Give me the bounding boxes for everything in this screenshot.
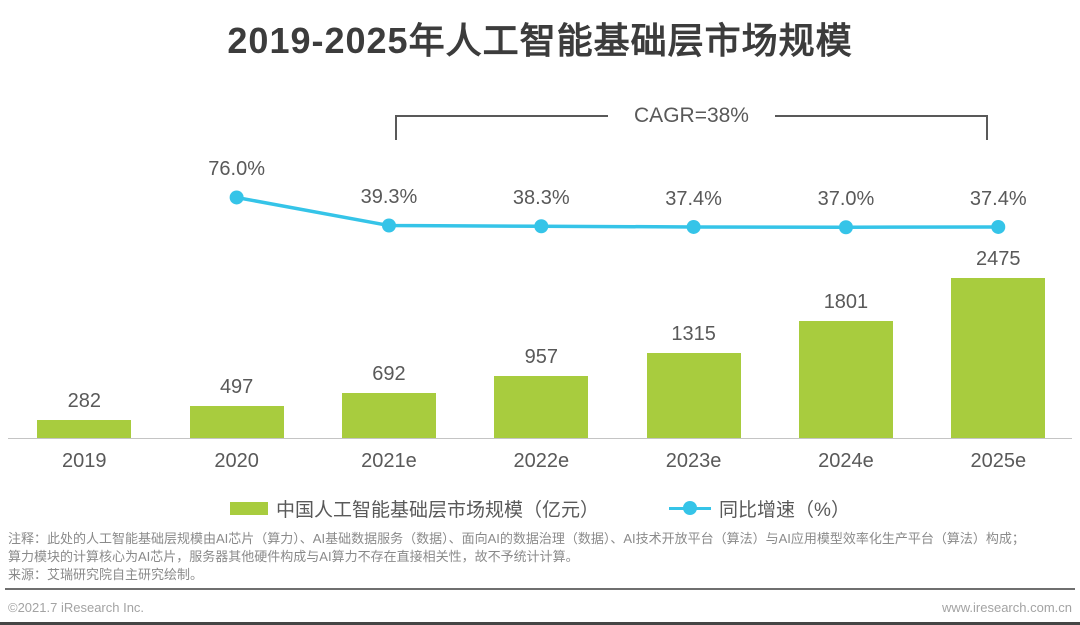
x-axis-label: 2023e — [665, 450, 722, 472]
x-axis-label: 2022e — [513, 450, 570, 472]
cagr-bracket: CAGR=38% — [395, 105, 988, 141]
legend-item-bar: 中国人工智能基础层市场规模（亿元） — [230, 495, 599, 522]
legend-line-label: 同比增速（%） — [719, 499, 850, 521]
notes: 注释：此处的人工智能基础层规模由AI芯片（算力）、AI基础数据服务（数据）、面向… — [8, 530, 1072, 584]
bar-2022e — [494, 375, 589, 438]
note-line-1: 注释：此处的人工智能基础层规模由AI芯片（算力）、AI基础数据服务（数据）、面向… — [8, 531, 1025, 546]
x-axis-label: 2020 — [214, 450, 259, 472]
bar-value-label: 1801 — [823, 291, 869, 314]
x-axis-label: 2021e — [361, 450, 417, 472]
legend: 中国人工智能基础层市场规模（亿元） 同比增速（%） — [0, 495, 1080, 521]
x-axis-label: 2025e — [970, 450, 1027, 472]
bar-value-label: 692 — [372, 363, 406, 386]
growth-rate-label: 76.0% — [208, 158, 265, 181]
bar-value-label: 497 — [219, 375, 254, 398]
x-axis-line — [8, 438, 1072, 439]
chart-title: 2019-2025年人工智能基础层市场规模 — [227, 20, 853, 61]
source-line: 来源：艾瑞研究院自主研究绘制。 — [8, 567, 204, 582]
bar-2025e — [951, 277, 1046, 438]
note-line-2: 算力模块的计算核心为AI芯片，服务器其他硬件构成与AI算力不存在直接相关性，故不… — [8, 549, 579, 564]
bar-2023e — [646, 352, 741, 438]
legend-item-line: 同比增速（%） — [669, 495, 850, 522]
bar-value-label: 2475 — [976, 247, 1021, 270]
growth-rate-label: 37.0% — [817, 188, 875, 211]
growth-rate-label: 37.4% — [665, 187, 722, 210]
bottom-edge-bar — [0, 622, 1080, 625]
bar-2024e — [798, 321, 893, 438]
legend-line-icon — [669, 501, 712, 515]
copyright-text: ©2021.7 iResearch Inc. — [8, 600, 145, 615]
cagr-label: CAGR=38% — [634, 104, 749, 127]
bar-2019 — [37, 419, 132, 438]
bracket-right-line — [774, 115, 988, 117]
bar-value-label: 1315 — [671, 322, 716, 345]
bracket-left-line — [395, 115, 609, 117]
bracket-left-tick — [395, 115, 397, 140]
legend-bar-swatch — [230, 501, 269, 515]
growth-rate-label: 37.4% — [969, 187, 1027, 210]
growth-rate-label: 38.3% — [512, 187, 570, 210]
legend-bar-label: 中国人工智能基础层市场规模（亿元） — [276, 499, 600, 521]
footer-divider — [5, 588, 1075, 590]
footer: ©2021.7 iResearch Inc. www.iresearch.com… — [8, 600, 1072, 615]
bar-2020 — [189, 405, 284, 438]
x-axis-label: 2019 — [62, 450, 107, 472]
x-axis-label: 2024e — [818, 450, 874, 472]
bar-value-label: 282 — [67, 389, 101, 412]
bar-value-label: 957 — [524, 345, 558, 368]
website-url: www.iresearch.com.cn — [941, 600, 1072, 615]
growth-rate-label: 39.3% — [360, 186, 418, 209]
bracket-right-tick — [986, 115, 988, 140]
bar-2021e — [341, 393, 436, 438]
